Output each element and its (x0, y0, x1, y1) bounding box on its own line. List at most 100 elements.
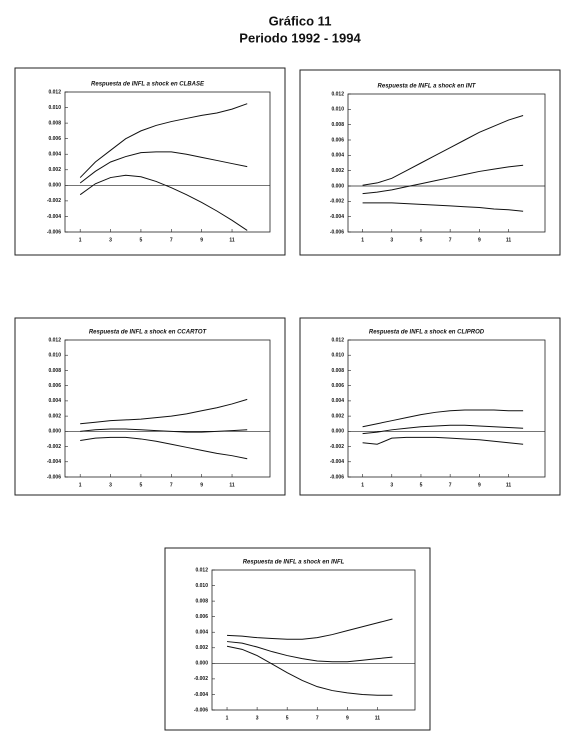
y-tick-label: 0.012 (331, 337, 344, 343)
y-tick-label: 0.006 (48, 136, 61, 142)
panel-border (164, 547, 431, 731)
y-tick-label: 0.008 (331, 368, 344, 374)
y-tick-label: -0.006 (47, 229, 61, 235)
chart-title: Respuesta de INFL a shock en CCARTOT (89, 330, 208, 336)
y-tick-label: -0.002 (330, 199, 344, 205)
y-tick-label: -0.002 (330, 444, 344, 450)
y-tick-label: 0.004 (331, 398, 344, 404)
series-line (362, 436, 524, 445)
y-tick-label: 0.008 (195, 598, 208, 604)
y-tick-label: -0.004 (47, 214, 61, 220)
y-tick-label: 0.002 (48, 167, 61, 173)
x-tick-label: 3 (390, 482, 393, 488)
chart-panel: Respuesta de INFL a shock en CLBASE -0.00… (14, 67, 286, 256)
y-tick-label: -0.002 (47, 444, 61, 450)
x-tick-label: 1 (361, 482, 364, 488)
series-line (362, 164, 524, 195)
y-tick-label: 0.004 (331, 153, 344, 159)
plot-area (347, 339, 546, 478)
y-tick-label: 0.000 (331, 183, 344, 189)
x-tick-label: 11 (506, 482, 512, 488)
series-line (362, 202, 524, 212)
y-tick-label: 0.004 (48, 152, 61, 158)
y-tick-label: -0.006 (47, 474, 61, 480)
y-tick-label: 0.010 (195, 583, 208, 589)
chart-panel: Respuesta de INFL a shock en CCARTOT -0.0… (14, 317, 286, 496)
x-tick-label: 9 (478, 237, 481, 243)
y-tick-label: 0.002 (195, 645, 208, 651)
plot-area (347, 93, 546, 233)
x-tick-label: 3 (109, 237, 112, 243)
panel-border (299, 317, 561, 496)
x-tick-label: 7 (170, 237, 173, 243)
y-tick-label: 0.004 (48, 398, 61, 404)
y-tick-label: 0.006 (331, 383, 344, 389)
chart-panel: Respuesta de INFL a shock en INFL -0.006 -… (164, 547, 431, 731)
y-tick-label: 0.006 (331, 137, 344, 143)
x-tick-label: 3 (109, 482, 112, 488)
panel-border (14, 317, 286, 496)
x-tick-label: 7 (449, 237, 452, 243)
y-tick-label: 0.010 (331, 353, 344, 359)
series-line (80, 398, 248, 425)
series-line (362, 409, 524, 428)
series-line (79, 174, 248, 231)
y-tick-label: -0.004 (330, 214, 344, 220)
y-tick-label: -0.004 (330, 459, 344, 465)
y-tick-label: 0.012 (48, 337, 61, 343)
panel-border (14, 67, 286, 256)
series-line (226, 645, 393, 696)
x-tick-label: 5 (420, 482, 423, 488)
plot-area (64, 339, 271, 478)
x-tick-label: 1 (361, 237, 364, 243)
series-line (362, 424, 524, 435)
x-tick-label: 11 (229, 482, 235, 488)
chart-title: Respuesta de INFL a shock en CLBASE (91, 82, 205, 88)
x-tick-label: 9 (200, 482, 203, 488)
page-title: Gráfico 11 (269, 13, 332, 28)
y-tick-label: -0.004 (47, 459, 61, 465)
plot-area (211, 569, 416, 711)
series-line (79, 103, 248, 178)
y-tick-label: 0.002 (331, 413, 344, 419)
y-tick-label: 0.008 (331, 122, 344, 128)
x-tick-label: 5 (140, 482, 143, 488)
y-tick-label: 0.006 (195, 614, 208, 620)
x-tick-label: 7 (170, 482, 173, 488)
x-tick-label: 1 (226, 715, 229, 721)
chart-title: Respuesta de INFL a shock en CLIPROD (369, 330, 485, 336)
y-tick-label: 0.002 (48, 413, 61, 419)
y-tick-label: 0.012 (195, 567, 208, 573)
y-tick-label: 0.008 (48, 120, 61, 126)
series-line (79, 151, 248, 184)
x-tick-label: 5 (286, 715, 289, 721)
y-tick-label: -0.002 (47, 198, 61, 204)
series-line (80, 436, 248, 460)
plot-area (64, 91, 271, 233)
y-tick-label: 0.000 (331, 429, 344, 435)
y-tick-label: 0.010 (48, 353, 61, 359)
x-tick-label: 7 (449, 482, 452, 488)
y-tick-label: 0.006 (48, 383, 61, 389)
y-tick-label: -0.002 (194, 676, 208, 682)
x-tick-label: 11 (229, 237, 235, 243)
x-tick-label: 11 (506, 237, 512, 243)
x-tick-label: 9 (478, 482, 481, 488)
x-tick-label: 1 (79, 482, 82, 488)
series-line (227, 618, 393, 640)
y-tick-label: -0.004 (194, 692, 208, 698)
y-tick-label: 0.012 (48, 89, 61, 95)
series-line (80, 428, 248, 433)
x-tick-label: 9 (200, 237, 203, 243)
y-tick-label: -0.006 (330, 474, 344, 480)
series-line (362, 114, 524, 186)
y-tick-label: 0.010 (48, 105, 61, 111)
panel-border (299, 69, 561, 256)
x-tick-label: 7 (316, 715, 319, 721)
y-tick-label: 0.002 (331, 168, 344, 174)
series-line (226, 641, 393, 663)
x-tick-label: 1 (79, 237, 82, 243)
chart-title: Respuesta de INFL a shock en INFL (243, 560, 345, 566)
y-tick-label: 0.000 (195, 661, 208, 667)
chart-panel: Respuesta de INFL a shock en INT -0.006 -0… (299, 69, 561, 256)
